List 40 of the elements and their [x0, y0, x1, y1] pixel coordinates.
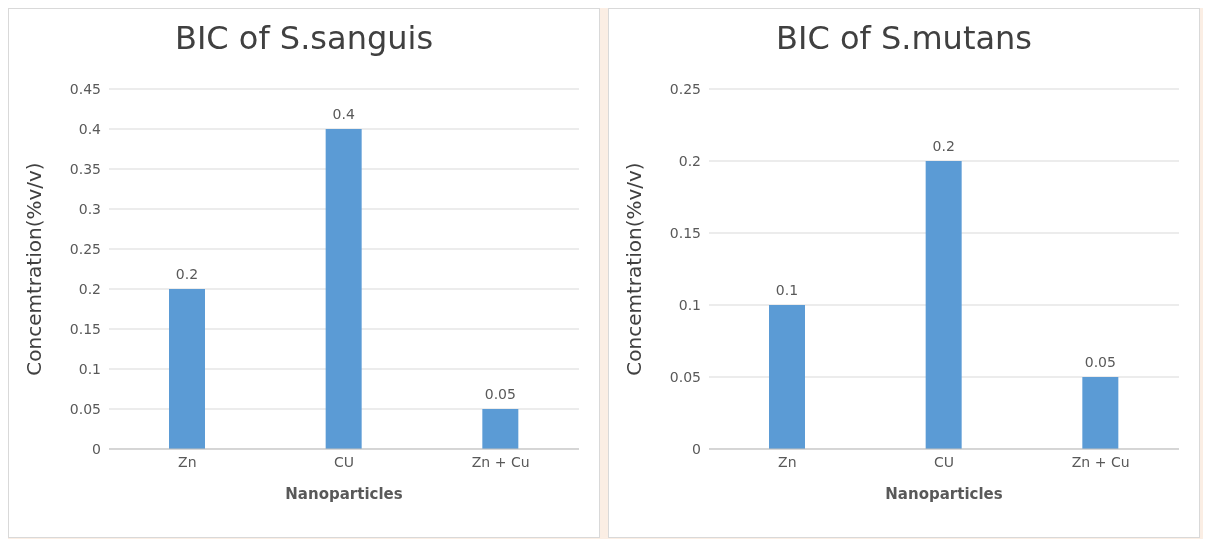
- y-tick-label: 0.2: [678, 152, 701, 169]
- y-tick-label: 0.4: [78, 120, 102, 137]
- bar: [925, 161, 962, 449]
- data-label: 0.2: [175, 266, 199, 282]
- x-tick-label: Zn: [178, 453, 197, 470]
- bar: [482, 409, 519, 449]
- y-tick-label: 0.45: [69, 80, 101, 97]
- data-label: 0.05: [1084, 354, 1116, 370]
- bar: [325, 129, 362, 449]
- data-label: 0.05: [484, 386, 516, 402]
- bar: [1082, 377, 1119, 449]
- x-tick-label: Zn: [778, 453, 797, 470]
- y-tick-label: 0.25: [69, 240, 101, 257]
- y-axis-title: Concemtration(%v/v): [622, 162, 647, 376]
- x-axis-title: Nanoparticles: [285, 485, 403, 503]
- x-axis-title: Nanoparticles: [885, 485, 1003, 503]
- y-tick-label: 0.25: [669, 80, 701, 97]
- chart-title: BIC of S.sanguis: [173, 18, 435, 59]
- bar: [769, 305, 805, 449]
- data-label: 0.1: [775, 282, 799, 298]
- y-tick-label: 0.35: [69, 160, 101, 177]
- y-tick-label: 0.15: [669, 224, 701, 241]
- x-tick-label: CU: [933, 453, 955, 470]
- data-label: 0.4: [332, 106, 355, 122]
- x-tick-label: Zn + Cu: [471, 453, 530, 470]
- y-tick-label: 0.15: [69, 320, 101, 337]
- y-tick-label: 0.3: [78, 200, 101, 217]
- bar: [169, 289, 205, 449]
- y-tick-label: 0.05: [69, 400, 101, 417]
- y-tick-label: 0: [692, 440, 701, 457]
- y-axis-title: Concemtration(%v/v): [22, 162, 47, 376]
- x-tick-label: Zn + Cu: [1071, 453, 1130, 470]
- chart-title: BIC of S.mutans: [775, 18, 1033, 59]
- data-label: 0.2: [932, 138, 955, 154]
- x-tick-label: CU: [333, 453, 355, 470]
- y-tick-label: 0.1: [78, 360, 101, 377]
- y-tick-label: 0: [92, 440, 101, 457]
- y-tick-label: 0.2: [78, 280, 101, 297]
- y-tick-label: 0.1: [678, 296, 701, 313]
- y-tick-label: 0.05: [669, 368, 701, 385]
